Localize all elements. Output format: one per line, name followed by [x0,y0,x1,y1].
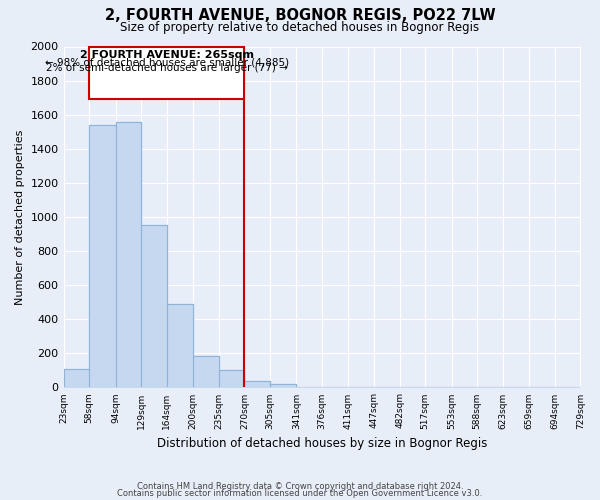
Text: Contains public sector information licensed under the Open Government Licence v3: Contains public sector information licen… [118,490,482,498]
Y-axis label: Number of detached properties: Number of detached properties [15,130,25,304]
FancyBboxPatch shape [89,46,244,100]
Text: ← 98% of detached houses are smaller (4,885): ← 98% of detached houses are smaller (4,… [45,58,289,68]
Text: 2 FOURTH AVENUE: 265sqm: 2 FOURTH AVENUE: 265sqm [80,50,254,60]
X-axis label: Distribution of detached houses by size in Bognor Regis: Distribution of detached houses by size … [157,437,487,450]
Text: Contains HM Land Registry data © Crown copyright and database right 2024.: Contains HM Land Registry data © Crown c… [137,482,463,491]
Text: 2% of semi-detached houses are larger (77) →: 2% of semi-detached houses are larger (7… [46,63,288,73]
Text: 2, FOURTH AVENUE, BOGNOR REGIS, PO22 7LW: 2, FOURTH AVENUE, BOGNOR REGIS, PO22 7LW [104,8,496,22]
Text: Size of property relative to detached houses in Bognor Regis: Size of property relative to detached ho… [121,22,479,35]
